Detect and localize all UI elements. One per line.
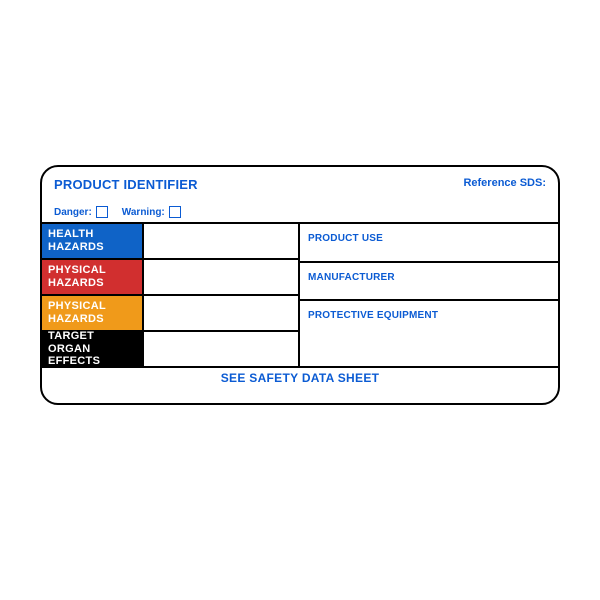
hazard-value-health[interactable]	[142, 224, 298, 258]
hazard-label-physical-1: PHYSICAL HAZARDS	[42, 260, 142, 294]
hazard-label-health: HEALTH HAZARDS	[42, 224, 142, 258]
hazard-label-line1: TARGET ORGAN	[48, 330, 136, 355]
danger-label: Danger:	[54, 207, 92, 218]
header-row: PRODUCT IDENTIFIER Reference SDS:	[54, 177, 546, 192]
product-use-heading: PRODUCT USE	[308, 233, 383, 244]
hazard-value-physical-2[interactable]	[142, 296, 298, 330]
warning-checkbox[interactable]	[169, 206, 181, 218]
hazard-label-line2: EFFECTS	[48, 355, 136, 368]
hazard-row-physical-1: PHYSICAL HAZARDS	[42, 260, 298, 296]
hazard-left-column: HEALTH HAZARDS PHYSICAL HAZARDS PHYSICAL	[42, 224, 300, 368]
hazard-row-physical-2: PHYSICAL HAZARDS	[42, 296, 298, 332]
signal-word-row: Danger: Warning:	[54, 206, 546, 218]
manufacturer-heading: MANUFACTURER	[308, 272, 395, 283]
warning-label: Warning:	[122, 207, 165, 218]
reference-sds-label: Reference SDS:	[463, 177, 546, 189]
protective-equipment-cell[interactable]: PROTECTIVE EQUIPMENT	[300, 301, 558, 368]
protective-equipment-heading: PROTECTIVE EQUIPMENT	[308, 310, 438, 321]
hazard-label-line1: PHYSICAL	[48, 300, 136, 313]
manufacturer-cell[interactable]: MANUFACTURER	[300, 263, 558, 302]
hazard-label-line2: HAZARDS	[48, 241, 136, 254]
canvas: PRODUCT IDENTIFIER Reference SDS: Danger…	[0, 0, 600, 600]
hazard-value-target-organ[interactable]	[142, 332, 298, 366]
safety-label-card: PRODUCT IDENTIFIER Reference SDS: Danger…	[40, 165, 560, 405]
hazard-label-line2: HAZARDS	[48, 277, 136, 290]
hazard-row-target-organ: TARGET ORGAN EFFECTS	[42, 332, 298, 368]
product-identifier-label: PRODUCT IDENTIFIER	[54, 177, 198, 192]
hazard-label-line1: PHYSICAL	[48, 264, 136, 277]
hazard-label-physical-2: PHYSICAL HAZARDS	[42, 296, 142, 330]
hazard-label-target-organ: TARGET ORGAN EFFECTS	[42, 332, 142, 366]
hazard-row-health: HEALTH HAZARDS	[42, 224, 298, 260]
product-use-cell[interactable]: PRODUCT USE	[300, 224, 558, 263]
hazard-value-physical-1[interactable]	[142, 260, 298, 294]
hazard-label-line1: HEALTH	[48, 228, 136, 241]
hazard-grid: HEALTH HAZARDS PHYSICAL HAZARDS PHYSICAL	[42, 222, 558, 368]
footer-see-sds: SEE SAFETY DATA SHEET	[54, 371, 546, 385]
danger-checkbox[interactable]	[96, 206, 108, 218]
hazard-label-line2: HAZARDS	[48, 313, 136, 326]
info-right-column: PRODUCT USE MANUFACTURER PROTECTIVE EQUI…	[300, 224, 558, 368]
